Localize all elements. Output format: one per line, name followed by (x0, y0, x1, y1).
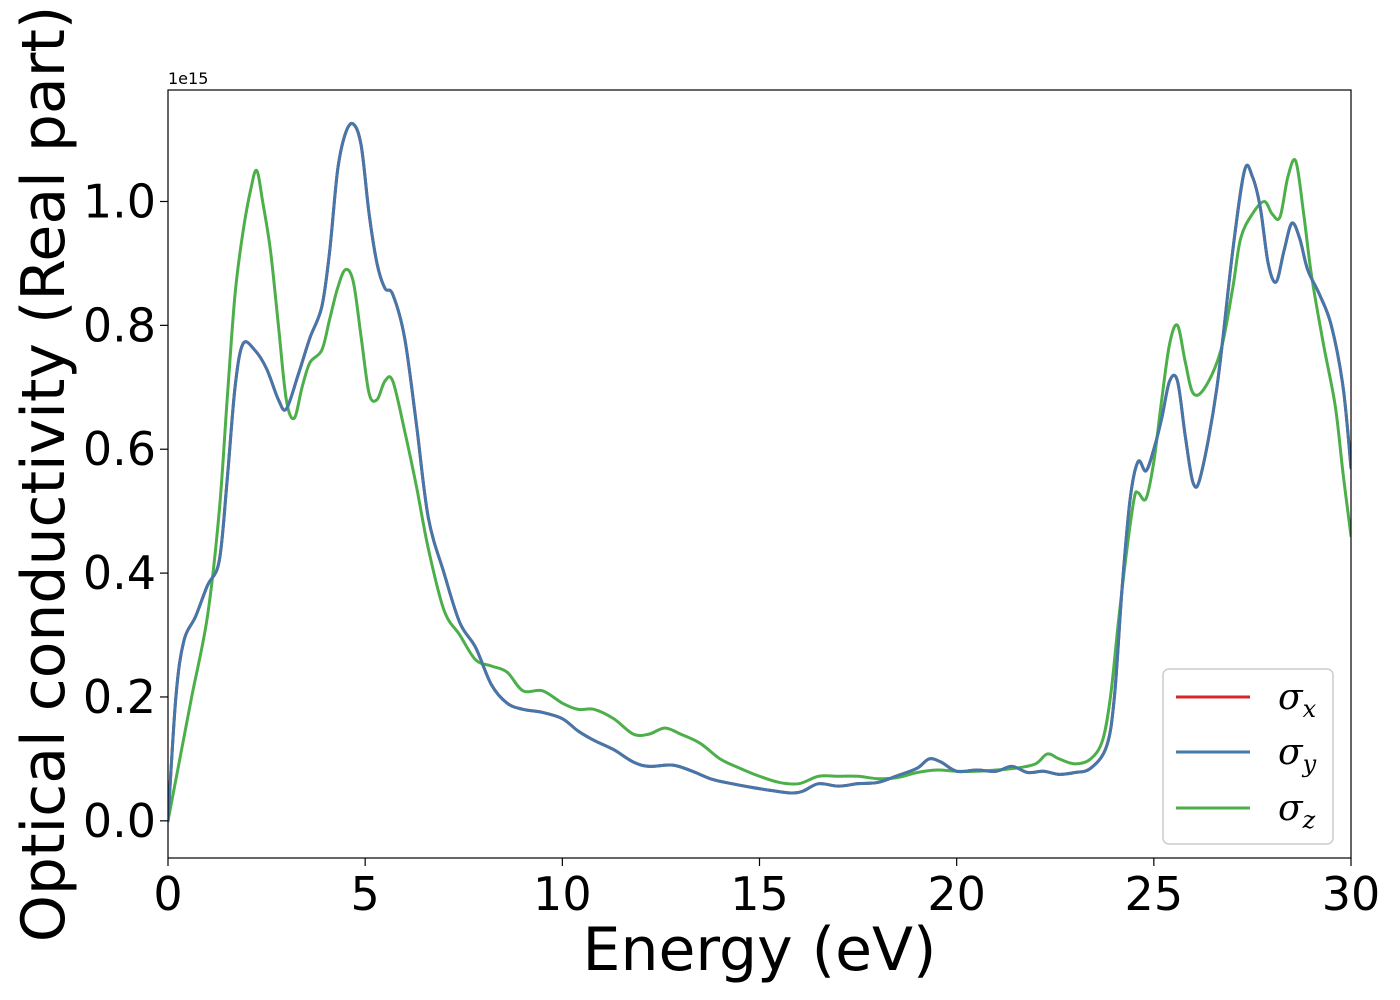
legend-label-y: σy (1278, 732, 1317, 778)
x-tick-label: 20 (927, 867, 986, 921)
legend-symbol: σ (1278, 732, 1304, 773)
x-tick-label: 30 (1322, 867, 1381, 921)
legend-box (1162, 668, 1334, 845)
legend-symbol: σ (1278, 788, 1304, 829)
legend-subscript: z (1302, 806, 1316, 834)
plot-background (168, 90, 1351, 858)
legend-label-z: σz (1278, 788, 1316, 834)
series-line-y (168, 122, 1351, 823)
y-offset-label: 1e15 (168, 69, 208, 88)
y-axis-title: Optical conductivity (Real part) (9, 6, 79, 943)
y-tick-label: 0.8 (83, 298, 156, 352)
legend-subscript: x (1303, 695, 1317, 723)
y-axis: 0.0 0.2 0.4 0.6 0.8 1.0 (83, 174, 168, 848)
y-tick-label: 1.0 (83, 174, 156, 228)
series-line-z (168, 158, 1351, 823)
x-axis-title: Energy (eV) (583, 915, 937, 985)
x-tick-label: 5 (351, 867, 380, 921)
y-tick-label: 0.2 (83, 670, 156, 724)
legend-subscript: y (1302, 750, 1317, 778)
x-tick-label: 15 (730, 867, 789, 921)
y-tick-label: 0.4 (83, 546, 156, 600)
legend-symbol: σ (1278, 677, 1304, 718)
x-tick-label: 10 (533, 867, 592, 921)
y-tick-label: 0.0 (83, 794, 156, 848)
series-layer (168, 122, 1351, 823)
y-tick-label: 0.6 (83, 422, 156, 476)
x-axis: 0 5 10 15 20 25 30 (153, 858, 1380, 921)
legend-label-x: σx (1278, 677, 1317, 723)
x-tick-label: 25 (1125, 867, 1184, 921)
x-tick-label: 0 (153, 867, 182, 921)
